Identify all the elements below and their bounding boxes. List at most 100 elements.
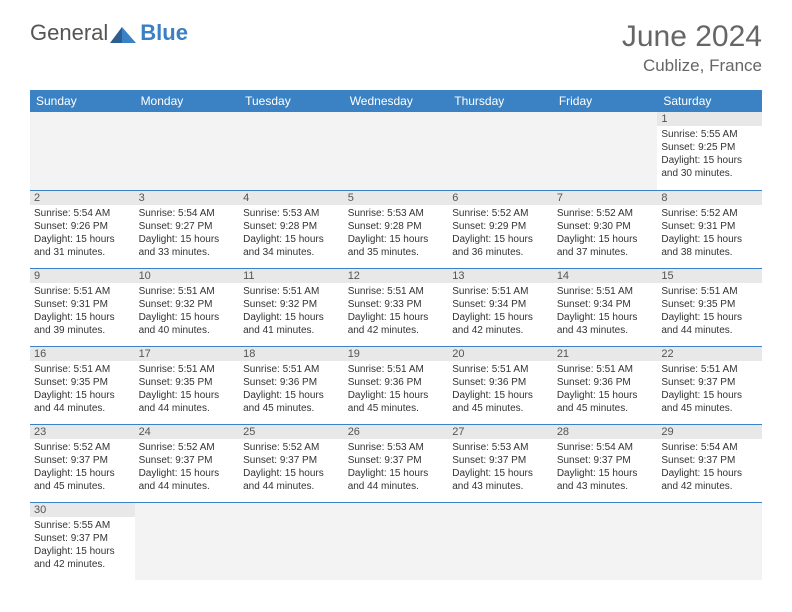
day-line: Sunrise: 5:51 AM	[34, 363, 131, 376]
day-line: and 36 minutes.	[452, 246, 549, 259]
day-details: Sunrise: 5:55 AMSunset: 9:37 PMDaylight:…	[30, 517, 135, 573]
calendar-week: 2Sunrise: 5:54 AMSunset: 9:26 PMDaylight…	[30, 190, 762, 268]
location-text: Cublize, France	[622, 56, 762, 76]
day-number: 3	[135, 191, 240, 205]
day-line: and 42 minutes.	[34, 558, 131, 571]
day-line: Sunset: 9:30 PM	[557, 220, 654, 233]
day-line: Sunset: 9:31 PM	[661, 220, 758, 233]
day-line: Sunset: 9:37 PM	[348, 454, 445, 467]
day-line: Sunrise: 5:51 AM	[452, 363, 549, 376]
day-number: 24	[135, 425, 240, 439]
day-line: Sunset: 9:26 PM	[34, 220, 131, 233]
day-line: Daylight: 15 hours	[452, 467, 549, 480]
weekday-header: Saturday	[657, 90, 762, 112]
calendar-cell: 5Sunrise: 5:53 AMSunset: 9:28 PMDaylight…	[344, 190, 449, 268]
calendar-cell: 6Sunrise: 5:52 AMSunset: 9:29 PMDaylight…	[448, 190, 553, 268]
day-details: Sunrise: 5:52 AMSunset: 9:37 PMDaylight:…	[239, 439, 344, 495]
day-line: Sunrise: 5:55 AM	[34, 519, 131, 532]
day-line: Sunset: 9:37 PM	[243, 454, 340, 467]
day-line: Sunset: 9:37 PM	[139, 454, 236, 467]
day-number: 7	[553, 191, 658, 205]
day-number: 30	[30, 503, 135, 517]
day-line: and 40 minutes.	[139, 324, 236, 337]
day-line: and 45 minutes.	[661, 402, 758, 415]
day-line: and 41 minutes.	[243, 324, 340, 337]
day-line: Sunrise: 5:53 AM	[452, 441, 549, 454]
day-line: Daylight: 15 hours	[34, 467, 131, 480]
day-line: Sunrise: 5:51 AM	[661, 363, 758, 376]
day-line: Sunset: 9:31 PM	[34, 298, 131, 311]
day-line: Sunset: 9:37 PM	[452, 454, 549, 467]
day-line: Sunset: 9:29 PM	[452, 220, 549, 233]
day-line: and 44 minutes.	[139, 402, 236, 415]
day-line: Sunrise: 5:51 AM	[139, 285, 236, 298]
day-line: and 38 minutes.	[661, 246, 758, 259]
day-line: and 35 minutes.	[348, 246, 445, 259]
day-details: Sunrise: 5:53 AMSunset: 9:37 PMDaylight:…	[448, 439, 553, 495]
day-line: Daylight: 15 hours	[243, 233, 340, 246]
weekday-header: Thursday	[448, 90, 553, 112]
day-details: Sunrise: 5:52 AMSunset: 9:31 PMDaylight:…	[657, 205, 762, 261]
day-line: Sunset: 9:36 PM	[243, 376, 340, 389]
calendar-cell: 20Sunrise: 5:51 AMSunset: 9:36 PMDayligh…	[448, 346, 553, 424]
calendar-cell: 12Sunrise: 5:51 AMSunset: 9:33 PMDayligh…	[344, 268, 449, 346]
calendar-cell: 8Sunrise: 5:52 AMSunset: 9:31 PMDaylight…	[657, 190, 762, 268]
header: GeneralBlue June 2024 Cublize, France	[0, 0, 792, 84]
day-line: Sunset: 9:33 PM	[348, 298, 445, 311]
weekday-header: Tuesday	[239, 90, 344, 112]
day-details: Sunrise: 5:52 AMSunset: 9:37 PMDaylight:…	[30, 439, 135, 495]
day-line: and 45 minutes.	[348, 402, 445, 415]
day-line: Sunrise: 5:51 AM	[243, 363, 340, 376]
day-details: Sunrise: 5:51 AMSunset: 9:35 PMDaylight:…	[657, 283, 762, 339]
day-number: 13	[448, 269, 553, 283]
day-details: Sunrise: 5:51 AMSunset: 9:36 PMDaylight:…	[448, 361, 553, 417]
day-line: Sunset: 9:37 PM	[661, 376, 758, 389]
day-details: Sunrise: 5:54 AMSunset: 9:37 PMDaylight:…	[553, 439, 658, 495]
title-block: June 2024 Cublize, France	[622, 20, 762, 76]
day-line: Sunrise: 5:54 AM	[661, 441, 758, 454]
day-line: Sunrise: 5:52 AM	[557, 207, 654, 220]
day-line: Daylight: 15 hours	[139, 233, 236, 246]
calendar-cell: 3Sunrise: 5:54 AMSunset: 9:27 PMDaylight…	[135, 190, 240, 268]
day-line: and 30 minutes.	[661, 167, 758, 180]
day-line: and 39 minutes.	[34, 324, 131, 337]
day-details: Sunrise: 5:51 AMSunset: 9:36 PMDaylight:…	[553, 361, 658, 417]
calendar-table: Sunday Monday Tuesday Wednesday Thursday…	[30, 90, 762, 580]
weekday-header: Monday	[135, 90, 240, 112]
day-line: Sunrise: 5:51 AM	[348, 363, 445, 376]
day-number: 11	[239, 269, 344, 283]
calendar-cell	[448, 502, 553, 580]
calendar-cell: 15Sunrise: 5:51 AMSunset: 9:35 PMDayligh…	[657, 268, 762, 346]
day-details: Sunrise: 5:51 AMSunset: 9:32 PMDaylight:…	[239, 283, 344, 339]
day-line: Daylight: 15 hours	[348, 467, 445, 480]
calendar-cell: 19Sunrise: 5:51 AMSunset: 9:36 PMDayligh…	[344, 346, 449, 424]
day-line: Sunset: 9:35 PM	[661, 298, 758, 311]
day-number: 15	[657, 269, 762, 283]
calendar-cell	[448, 112, 553, 190]
day-details: Sunrise: 5:51 AMSunset: 9:37 PMDaylight:…	[657, 361, 762, 417]
calendar-cell: 23Sunrise: 5:52 AMSunset: 9:37 PMDayligh…	[30, 424, 135, 502]
day-details: Sunrise: 5:51 AMSunset: 9:32 PMDaylight:…	[135, 283, 240, 339]
day-details: Sunrise: 5:54 AMSunset: 9:37 PMDaylight:…	[657, 439, 762, 495]
day-line: Daylight: 15 hours	[243, 389, 340, 402]
day-details: Sunrise: 5:51 AMSunset: 9:34 PMDaylight:…	[448, 283, 553, 339]
day-line: Daylight: 15 hours	[661, 311, 758, 324]
page-title: June 2024	[622, 20, 762, 54]
day-line: Sunrise: 5:51 AM	[348, 285, 445, 298]
day-line: Sunset: 9:36 PM	[557, 376, 654, 389]
calendar-cell: 11Sunrise: 5:51 AMSunset: 9:32 PMDayligh…	[239, 268, 344, 346]
day-number: 28	[553, 425, 658, 439]
day-details: Sunrise: 5:55 AMSunset: 9:25 PMDaylight:…	[657, 126, 762, 182]
day-details: Sunrise: 5:54 AMSunset: 9:26 PMDaylight:…	[30, 205, 135, 261]
day-line: Sunset: 9:35 PM	[34, 376, 131, 389]
day-number: 1	[657, 112, 762, 126]
day-line: Sunset: 9:37 PM	[557, 454, 654, 467]
calendar-cell	[344, 502, 449, 580]
day-line: and 44 minutes.	[661, 324, 758, 337]
day-line: Daylight: 15 hours	[139, 389, 236, 402]
day-line: Sunset: 9:34 PM	[557, 298, 654, 311]
day-details: Sunrise: 5:51 AMSunset: 9:36 PMDaylight:…	[344, 361, 449, 417]
day-line: Daylight: 15 hours	[243, 467, 340, 480]
day-details: Sunrise: 5:52 AMSunset: 9:29 PMDaylight:…	[448, 205, 553, 261]
day-line: and 34 minutes.	[243, 246, 340, 259]
